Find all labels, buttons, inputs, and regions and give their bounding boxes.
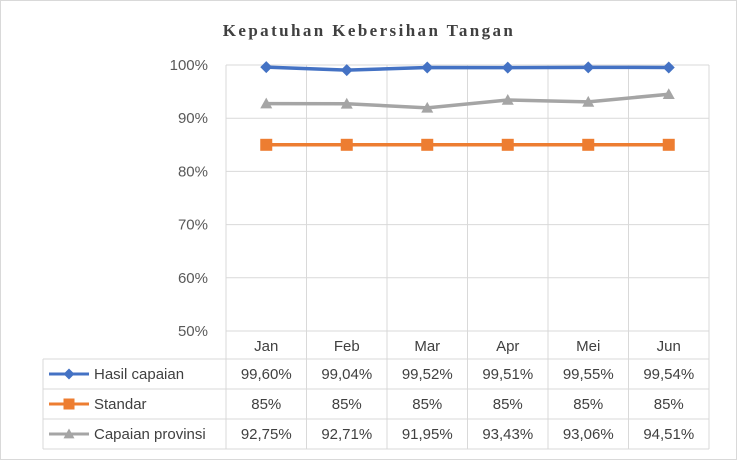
legend-key-marker bbox=[63, 368, 75, 380]
x-tick-label: Jan bbox=[254, 338, 278, 355]
x-tick-label: Mei bbox=[576, 338, 600, 355]
data-point bbox=[662, 138, 675, 151]
data-point bbox=[340, 138, 353, 151]
data-label: 91,95% bbox=[402, 426, 453, 443]
data-label: 93,06% bbox=[563, 426, 614, 443]
data-point bbox=[582, 61, 595, 74]
data-point bbox=[340, 97, 353, 109]
data-label: 85% bbox=[332, 396, 362, 413]
data-point bbox=[421, 101, 434, 113]
data-point bbox=[501, 93, 514, 105]
y-tick-label: 50% bbox=[178, 323, 208, 340]
chart-grid bbox=[225, 64, 710, 449]
data-point bbox=[501, 138, 514, 151]
y-tick-label: 90% bbox=[178, 110, 208, 127]
data-label: 85% bbox=[493, 396, 523, 413]
y-tick-label: 80% bbox=[178, 163, 208, 180]
data-label: 85% bbox=[412, 396, 442, 413]
x-tick-label: Mar bbox=[414, 338, 440, 355]
data-table: Jan Feb Mar Apr Mei Jun Hasil capaian 99,60% 99,… bbox=[42, 338, 709, 450]
series-line bbox=[266, 65, 669, 72]
legend-label: Hasil capaian bbox=[94, 366, 184, 383]
x-tick-label: Feb bbox=[334, 338, 360, 355]
data-label: 99,54% bbox=[643, 366, 694, 383]
data-point bbox=[340, 64, 353, 77]
data-point bbox=[662, 88, 675, 100]
x-tick-label: Jun bbox=[657, 338, 681, 355]
data-point bbox=[582, 95, 595, 107]
data-label: 99,60% bbox=[241, 366, 292, 383]
data-point bbox=[501, 61, 514, 74]
data-label: 93,43% bbox=[482, 426, 533, 443]
data-label: 92,71% bbox=[321, 426, 372, 443]
data-point bbox=[421, 138, 434, 151]
data-label: 92,75% bbox=[241, 426, 292, 443]
y-tick-label: 100% bbox=[170, 57, 208, 74]
data-point bbox=[582, 138, 595, 151]
data-label: 99,04% bbox=[321, 366, 372, 383]
data-point bbox=[260, 138, 273, 151]
data-label: 99,52% bbox=[402, 366, 453, 383]
data-point bbox=[260, 61, 273, 74]
data-point bbox=[260, 97, 273, 109]
data-label: 85% bbox=[251, 396, 281, 413]
series-line bbox=[266, 92, 669, 110]
data-label: 85% bbox=[573, 396, 603, 413]
data-label: 99,55% bbox=[563, 366, 614, 383]
legend-label: Standar bbox=[94, 396, 147, 413]
chart-title: Kepatuhan Kebersihan Tangan bbox=[223, 21, 516, 40]
data-label: 94,51% bbox=[643, 426, 694, 443]
data-label: 99,51% bbox=[482, 366, 533, 383]
x-tick-label: Apr bbox=[496, 338, 519, 355]
data-label: 85% bbox=[654, 396, 684, 413]
y-axis: 50% 60% 70% 80% 90% 100% bbox=[170, 57, 208, 340]
legend-key-marker bbox=[63, 428, 75, 439]
data-point bbox=[421, 61, 434, 74]
legend-label: Capaian provinsi bbox=[94, 426, 206, 443]
legend-key-marker bbox=[63, 398, 75, 410]
y-tick-label: 60% bbox=[178, 270, 208, 287]
chart-series bbox=[260, 61, 675, 151]
data-point bbox=[662, 61, 675, 74]
y-tick-label: 70% bbox=[178, 217, 208, 234]
